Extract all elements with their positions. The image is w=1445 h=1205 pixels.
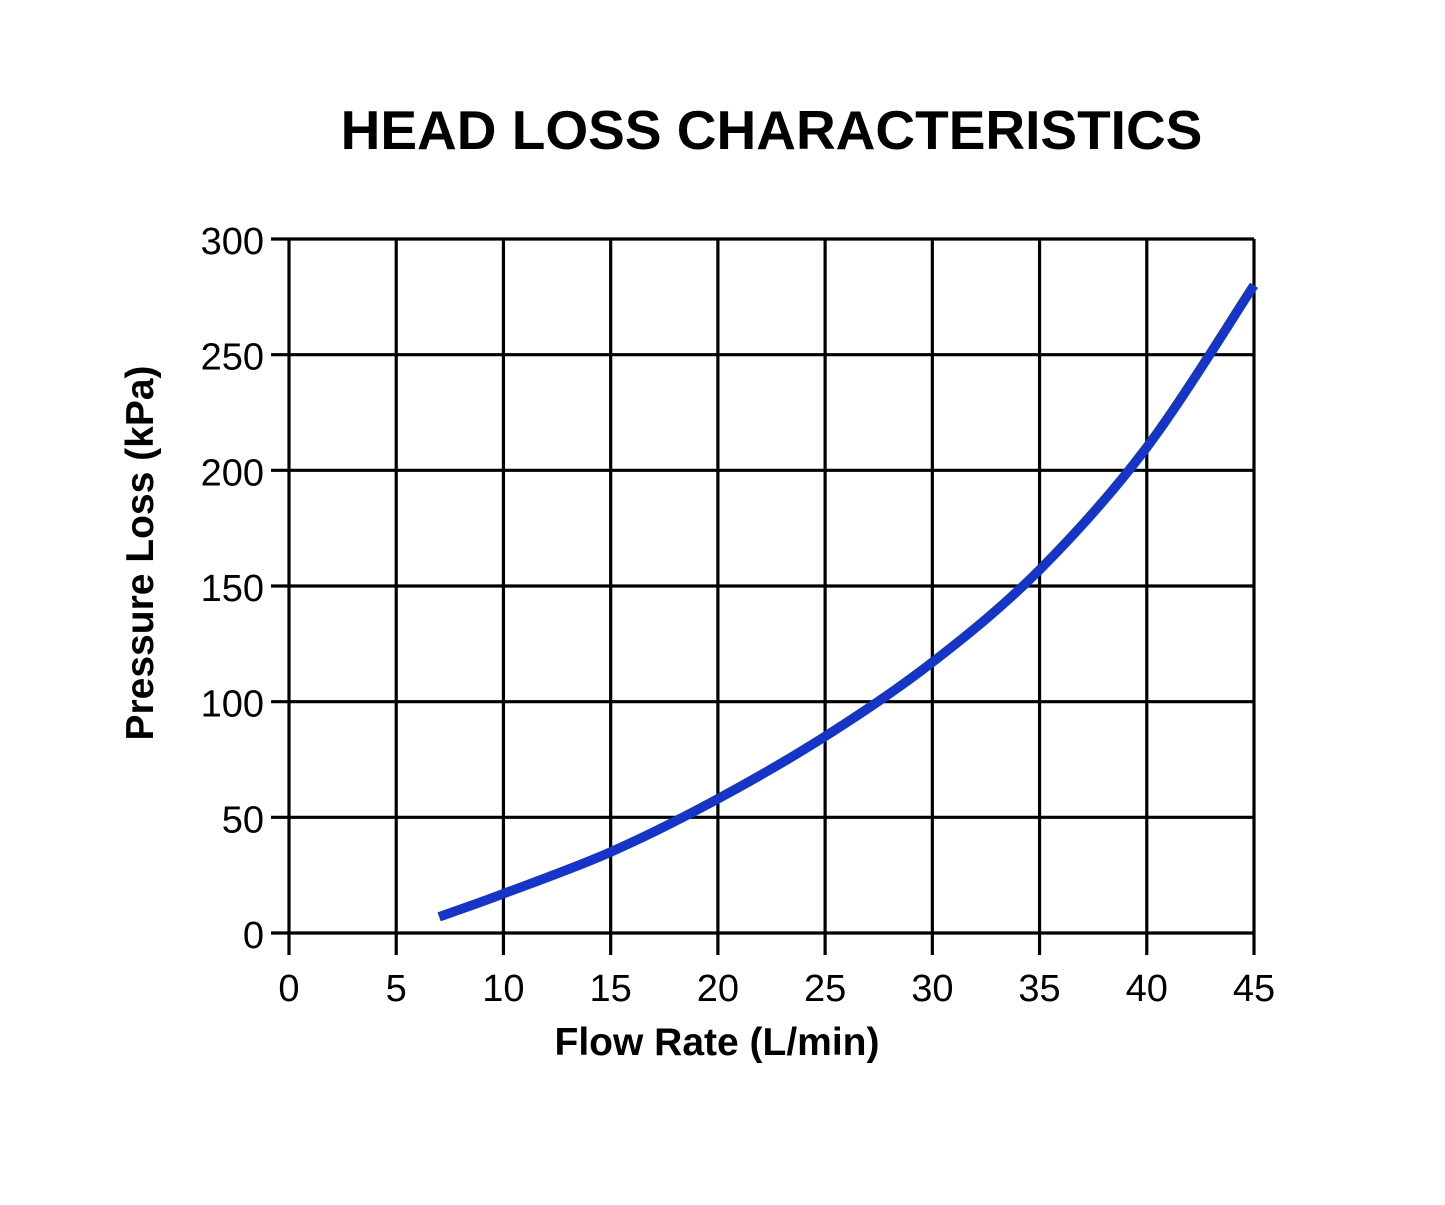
x-tick-label: 0 [278, 968, 299, 1010]
gridlines [271, 237, 1256, 955]
y-tick-labels: 0 50 100 150 200 250 300 [201, 221, 264, 957]
head-loss-curve [437, 282, 1258, 922]
x-tick-label: 25 [804, 968, 846, 1010]
x-tick-label: 35 [1018, 968, 1060, 1010]
y-tick-label: 150 [201, 568, 264, 610]
y-tick-label: 250 [201, 337, 264, 379]
y-tick-label: 0 [243, 915, 264, 957]
y-tick-label: 100 [201, 684, 264, 726]
x-tick-label: 40 [1126, 968, 1168, 1010]
x-tick-label: 20 [697, 968, 739, 1010]
x-axis-label: Flow Rate (L/min) [554, 1021, 880, 1064]
y-tick-label: 300 [201, 221, 264, 263]
x-tick-labels: 0 5 10 15 20 25 30 35 40 45 [278, 968, 1275, 1010]
x-tick-label: 30 [911, 968, 953, 1010]
x-tick-label: 15 [590, 968, 632, 1010]
x-tick-label: 5 [386, 968, 407, 1010]
y-tick-label: 200 [201, 452, 264, 494]
x-tick-label: 45 [1233, 968, 1275, 1010]
y-tick-label: 50 [222, 799, 264, 841]
chart-title: HEAD LOSS CHARACTERISTICS [340, 99, 1203, 161]
x-tick-label: 10 [482, 968, 524, 1010]
